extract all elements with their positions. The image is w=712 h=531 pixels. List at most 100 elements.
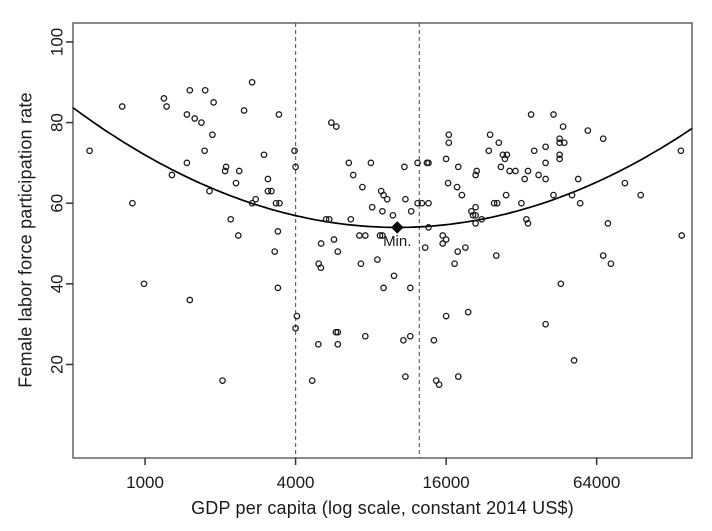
data-point xyxy=(503,151,511,159)
data-point xyxy=(210,99,217,106)
data-point xyxy=(206,187,213,195)
minimum-label: Min. xyxy=(383,233,411,250)
data-point xyxy=(527,111,535,118)
data-point xyxy=(160,95,168,102)
data-point xyxy=(322,215,330,223)
data-point xyxy=(524,220,532,227)
data-point xyxy=(334,340,342,348)
data-point xyxy=(400,336,407,344)
data-point xyxy=(191,115,199,122)
data-point xyxy=(406,332,414,340)
data-point xyxy=(492,252,500,259)
data-point xyxy=(472,220,479,227)
data-point xyxy=(402,373,409,380)
data-point xyxy=(390,272,398,280)
data-point xyxy=(439,232,447,239)
x-tick-label: 4000 xyxy=(277,473,315,492)
data-point xyxy=(183,111,191,118)
data-point xyxy=(314,340,322,348)
data-point xyxy=(235,167,243,175)
data-point xyxy=(584,127,592,134)
data-point xyxy=(325,215,333,223)
data-point xyxy=(219,377,226,384)
data-point xyxy=(468,207,475,215)
data-point xyxy=(168,171,176,179)
data-point xyxy=(359,183,366,191)
data-point xyxy=(252,195,260,203)
data-point xyxy=(550,191,557,199)
data-point xyxy=(389,211,397,219)
data-point xyxy=(425,224,432,231)
data-point xyxy=(556,135,563,143)
fitted-curve xyxy=(72,106,693,229)
data-point xyxy=(570,357,578,364)
data-point xyxy=(445,139,453,147)
data-point xyxy=(473,167,481,175)
data-point xyxy=(472,171,479,179)
data-point xyxy=(599,135,607,143)
data-point xyxy=(523,215,530,223)
y-axis-title: Female labor force participation rate xyxy=(15,92,36,388)
data-point xyxy=(518,199,525,207)
data-point xyxy=(530,147,538,155)
data-point xyxy=(421,244,429,251)
data-point xyxy=(559,123,567,130)
data-point xyxy=(556,151,563,159)
data-point xyxy=(454,163,462,171)
data-point xyxy=(222,163,230,171)
data-point xyxy=(557,280,565,288)
data-point xyxy=(472,211,479,219)
data-point xyxy=(274,284,282,292)
data-point xyxy=(469,211,477,219)
x-tick-label: 64000 xyxy=(573,473,620,492)
data-point xyxy=(599,252,607,259)
data-point xyxy=(454,373,462,380)
data-point xyxy=(248,78,256,86)
data-point xyxy=(512,167,519,175)
data-point xyxy=(497,163,505,171)
data-point xyxy=(275,111,283,118)
data-point xyxy=(542,159,549,167)
data-point xyxy=(291,147,298,155)
data-point xyxy=(234,232,242,239)
data-point xyxy=(268,187,275,195)
data-point xyxy=(604,220,612,227)
data-point xyxy=(435,381,443,388)
data-point xyxy=(118,103,126,110)
data-point xyxy=(535,171,542,179)
data-point xyxy=(274,228,282,235)
data-point xyxy=(451,260,458,268)
data-point xyxy=(367,159,375,167)
data-point xyxy=(442,155,450,163)
data-point xyxy=(357,260,365,268)
data-point xyxy=(576,199,584,207)
data-point xyxy=(407,207,415,215)
data-point xyxy=(444,179,452,187)
data-point xyxy=(453,183,461,191)
data-point xyxy=(221,167,229,175)
data-point xyxy=(271,248,279,255)
data-point xyxy=(445,131,453,139)
data-point xyxy=(560,139,568,147)
data-point xyxy=(227,215,235,223)
data-point xyxy=(86,147,93,155)
data-point xyxy=(574,175,582,183)
data-point xyxy=(402,195,409,203)
data-point xyxy=(414,159,421,167)
data-point xyxy=(349,171,357,179)
plot-border-box xyxy=(72,22,693,459)
data-point xyxy=(478,215,486,223)
data-point xyxy=(264,187,272,195)
x-tick-label: 16000 xyxy=(422,473,469,492)
x-axis-title: GDP per capita (log scale, constant 2014… xyxy=(191,498,574,518)
data-point xyxy=(356,232,363,239)
data-point xyxy=(406,284,414,292)
data-point xyxy=(490,199,498,207)
data-point xyxy=(542,143,549,151)
x-tick-label: 1000 xyxy=(126,473,164,492)
data-point xyxy=(521,175,529,183)
data-point xyxy=(425,199,432,207)
data-point xyxy=(334,248,342,255)
data-point xyxy=(495,139,503,147)
